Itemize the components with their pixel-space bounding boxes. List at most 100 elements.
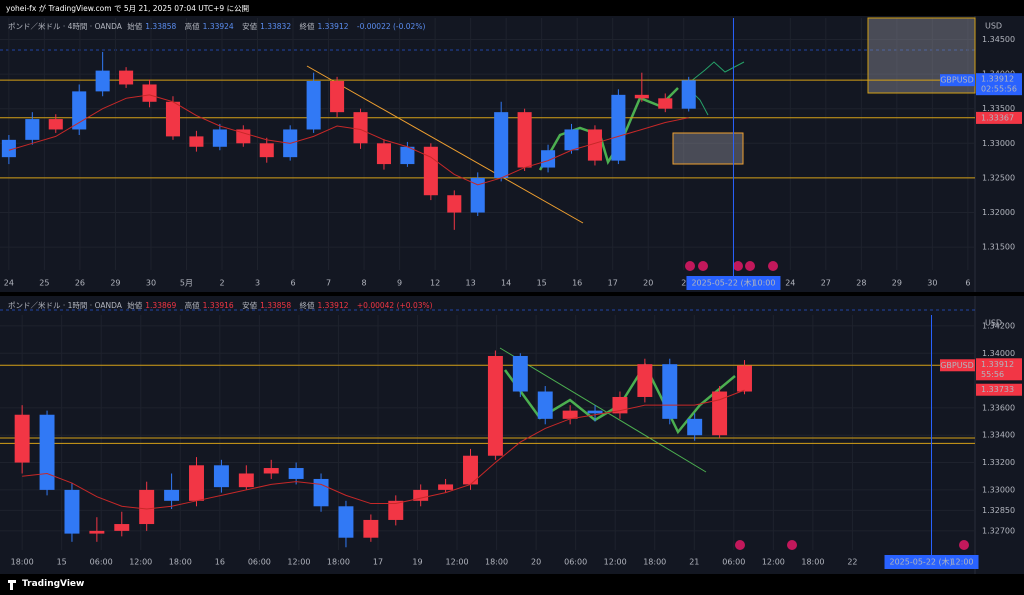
candle-body: [564, 129, 579, 151]
countdown-label: 02:55:56: [981, 85, 1017, 94]
cursor-time: 10:00: [752, 279, 775, 288]
legend: ポンド／米ドル · 4時間 · OANDA 始値 1.33858 高値 1.3392…: [8, 21, 431, 32]
x-tick-label: 25: [39, 279, 49, 288]
legend-label: 終値: [299, 22, 315, 31]
candle-body: [313, 478, 329, 507]
legend-title: ポンド／米ドル · 1時間 · OANDA: [8, 301, 122, 310]
y-tick-label: 1.33000: [982, 485, 1015, 494]
event-icon[interactable]: [745, 261, 755, 271]
x-tick-label: 06:00: [90, 558, 113, 567]
x-tick-label: 13: [466, 279, 476, 288]
x-tick-label: 21: [689, 558, 699, 567]
x-tick-label: 18:00: [643, 558, 666, 567]
legend-label: 終値: [299, 301, 315, 310]
x-tick-label: 16: [572, 279, 582, 288]
legend-value: 1.33924: [202, 22, 234, 31]
event-icon[interactable]: [733, 261, 743, 271]
legend-value: 1.33832: [260, 22, 292, 31]
x-tick-label: 06:00: [722, 558, 745, 567]
y-tick-label: 1.33400: [982, 431, 1015, 440]
legend-value: 1.33858: [145, 22, 177, 31]
x-tick-label: 6: [965, 279, 970, 288]
y-tick-label: 1.33500: [982, 104, 1015, 113]
event-icon[interactable]: [787, 540, 797, 550]
last-price-label: 1.33912: [981, 360, 1014, 369]
candle-body: [637, 364, 653, 397]
cursor-date: 2025-05-22 (木): [890, 557, 953, 567]
candle-body: [388, 500, 404, 520]
candle-body: [213, 465, 229, 488]
candle-body: [494, 112, 509, 178]
ma-label: 1.33367: [981, 113, 1014, 122]
x-tick-label: 24: [785, 279, 795, 288]
candle-body: [423, 146, 438, 196]
x-tick-label: 30: [927, 279, 937, 288]
event-icon[interactable]: [735, 540, 745, 550]
candle-body: [512, 355, 528, 392]
candle-body: [165, 101, 181, 137]
x-tick-label: 14: [501, 279, 511, 288]
candle-body: [189, 136, 204, 147]
event-icon[interactable]: [959, 540, 969, 550]
candle-body: [681, 80, 696, 109]
x-tick-label: 20: [531, 558, 541, 567]
x-tick-label: 29: [892, 279, 902, 288]
countdown-label: 55:56: [981, 370, 1004, 379]
legend-label: 始値: [127, 22, 143, 31]
x-tick-label: 9: [397, 279, 402, 288]
ma-tag: [976, 111, 1022, 124]
x-tick-label: 12:00: [604, 558, 627, 567]
x-tick-label: 18:00: [327, 558, 350, 567]
candle-body: [48, 119, 63, 130]
last-price-label: 1.33912: [981, 75, 1014, 84]
x-tick-label: 26: [75, 279, 85, 288]
y-tick-label: 1.32000: [982, 208, 1015, 217]
event-icon[interactable]: [698, 261, 708, 271]
legend-title: ポンド／米ドル · 4時間 · OANDA: [8, 22, 122, 31]
symbol-label: GBPUSD: [940, 76, 974, 85]
legend-change: -0.00022 (-0.02%): [356, 22, 426, 31]
x-tick-label: 15: [57, 558, 67, 567]
legend-value: 1.33916: [202, 301, 234, 310]
candle-body: [463, 455, 478, 485]
candle-body: [363, 519, 379, 538]
legend-label: 安値: [242, 22, 258, 31]
cursor-time: 12:00: [950, 558, 973, 567]
x-tick-label: 29: [110, 279, 120, 288]
moving-average: [8, 94, 689, 186]
top-panel: [0, 16, 1024, 292]
y-tick-label: 1.34200: [982, 321, 1015, 330]
candle-body: [447, 195, 462, 213]
legend-label: 高値: [184, 301, 200, 310]
x-tick-label: 12:00: [287, 558, 310, 567]
x-tick-label: 18:00: [169, 558, 192, 567]
x-tick-label: 06:00: [248, 558, 271, 567]
event-icon[interactable]: [685, 261, 695, 271]
candle-body: [353, 112, 368, 144]
event-icon[interactable]: [768, 261, 778, 271]
trendline: [499, 347, 707, 473]
legend: ポンド／米ドル · 1時間 · OANDA 始値 1.33869 高値 1.3391…: [8, 300, 439, 311]
y-tick-label: 1.34000: [982, 349, 1015, 358]
candle-body: [470, 177, 485, 213]
x-tick-label: 15: [537, 279, 547, 288]
x-tick-label: 17: [373, 558, 383, 567]
candle-body: [89, 530, 105, 534]
candle-body: [611, 94, 626, 161]
y-tick-label: 1.32500: [982, 173, 1015, 182]
currency-label: USD: [985, 319, 1002, 328]
candle-body: [413, 489, 429, 501]
logo-icon: [8, 580, 16, 590]
candle-body: [338, 506, 354, 538]
legend-value: 1.33912: [317, 301, 349, 310]
candle-body: [487, 355, 503, 456]
cursor-date-box: [686, 276, 781, 290]
trendline: [306, 65, 584, 224]
y-tick-label: 1.33000: [982, 139, 1015, 148]
candle-body: [64, 489, 80, 534]
legend-label: 始値: [127, 301, 143, 310]
legend-value: 1.33869: [145, 301, 177, 310]
candle-body: [25, 119, 40, 140]
